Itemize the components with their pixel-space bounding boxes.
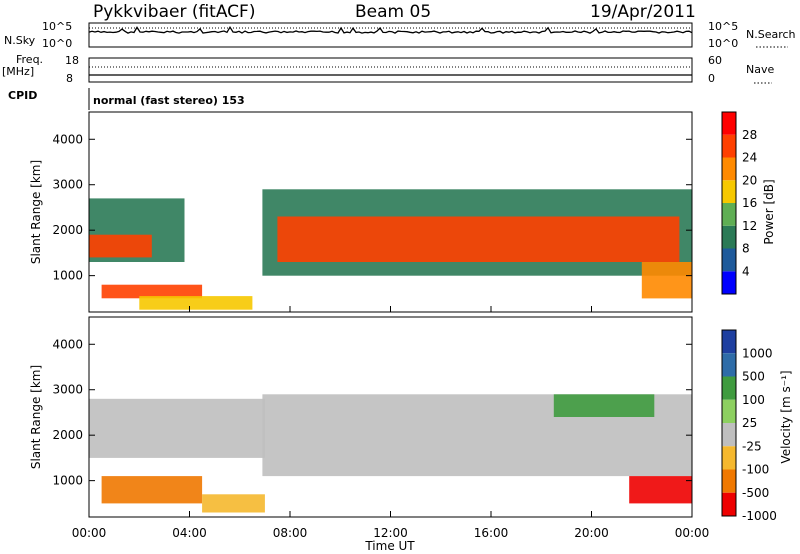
power-cells-band-5 (277, 216, 680, 262)
sky-rtick-bottom: 10^0 (708, 37, 738, 50)
nave-tick-bottom: 0 (708, 72, 715, 85)
power-colorbar-tick: 4 (742, 264, 750, 278)
colorbar-swatch (722, 446, 736, 470)
y-tick-label: 1000 (52, 474, 83, 488)
power-cells-band-1 (89, 234, 152, 258)
velocity-colorbar-tick: 1000 (742, 346, 773, 360)
vel-cells-band-5 (629, 476, 692, 504)
nave-label: Nave (746, 63, 774, 76)
station-title: Pykkvibaer (fitACF) (93, 2, 255, 22)
sky-tick-bottom: 10^0 (42, 37, 72, 50)
x-tick-label: 16:00 (474, 526, 509, 540)
colorbar-swatch (722, 423, 736, 447)
power-y-label: Slant Range [km] (29, 160, 43, 264)
y-tick-label: 3000 (52, 383, 83, 397)
colorbar-frame (721, 111, 737, 295)
colorbar-swatch (722, 134, 736, 158)
power-cells-band-6 (641, 262, 693, 299)
colorbar-swatch (722, 112, 736, 135)
freq-tick-top: 18 (65, 54, 79, 67)
power-cells-band-3 (139, 296, 253, 310)
power-colorbar-tick: 8 (742, 242, 750, 256)
colorbar-swatch (722, 376, 736, 400)
nsky-trace (88, 25, 693, 34)
velocity-colorbar: 1000 500 100 25 -25 -100 -500 -1000 (721, 329, 777, 523)
x-tick-label: 20:00 (574, 526, 609, 540)
colorbar-swatch (722, 399, 736, 423)
velocity-colorbar-tick: 100 (742, 393, 765, 407)
velocity-colorbar-tick: 500 (742, 370, 765, 384)
colorbar-swatch (722, 271, 736, 294)
power-panel: 1000 2000 3000 4000 Slant Range [km] 4 8 12 16… (29, 111, 776, 313)
vel-cells-band-1 (101, 476, 203, 504)
nave-tick-top: 60 (708, 54, 722, 67)
colorbar-swatch (722, 180, 736, 203)
vel-cells-band-2 (202, 494, 265, 513)
colorbar-swatch (722, 353, 736, 377)
power-heatmap (89, 189, 693, 310)
beam-title: Beam 05 (355, 2, 431, 22)
colorbar-swatch (722, 492, 736, 516)
vel-cells-band-4 (553, 394, 655, 417)
freq-panel: Freq. [MHz] 18 8 60 0 Nave (2, 53, 774, 85)
y-tick-label: 2000 (52, 428, 83, 442)
velocity-colorbar-label: Velocity [m s⁻¹] (779, 370, 793, 463)
velocity-heatmap (89, 394, 692, 513)
power-colorbar-tick: 16 (742, 196, 757, 210)
sky-right-label: N.Search (746, 28, 796, 41)
colorbar-swatch (722, 248, 736, 272)
power-colorbar: 4 8 12 16 20 24 28 (721, 111, 757, 295)
x-tick-label: 12:00 (373, 526, 408, 540)
velocity-colorbar-tick: -1000 (742, 509, 777, 523)
power-y-ticks: 1000 2000 3000 4000 (52, 132, 692, 283)
sky-panel: N.Sky 10^5 10^0 10^5 10^0 N.Search (4, 20, 796, 50)
sky-tick-top: 10^5 (42, 20, 72, 33)
sky-left-label: N.Sky (4, 34, 36, 47)
x-tick-label: 00:00 (72, 526, 107, 540)
cpid-text: normal (fast stereo) 153 (93, 94, 245, 107)
sky-rtick-top: 10^5 (708, 20, 738, 33)
velocity-colorbar-tick: -25 (742, 439, 762, 453)
colorbar-swatch (722, 469, 736, 493)
y-tick-label: 4000 (52, 132, 83, 146)
colorbar-swatch (722, 225, 736, 249)
x-tick-label: 00:00 (675, 526, 710, 540)
power-colorbar-label: Power [dB] (762, 179, 776, 244)
power-colorbar-tick: 20 (742, 173, 757, 187)
colorbar-swatch (722, 203, 736, 226)
x-axis-ticks: 00:00 04:00 08:00 12:00 16:00 20:00 00:00 (72, 306, 710, 540)
colorbar-frame (721, 329, 737, 517)
velocity-panel: 1000 2000 3000 4000 Slant Range [km] 1000 50… (29, 316, 793, 523)
y-tick-label: 3000 (52, 178, 83, 192)
power-colorbar-tick: 24 (742, 151, 757, 165)
x-axis-label: Time UT (364, 539, 415, 553)
colorbar-swatch (722, 330, 736, 354)
x-tick-label: 08:00 (273, 526, 308, 540)
date-title: 19/Apr/2011 (590, 2, 696, 22)
vel-cells-band-0 (89, 398, 265, 458)
cpid-label: CPID (8, 89, 37, 102)
y-tick-label: 2000 (52, 223, 83, 237)
velocity-colorbar-tick: 25 (742, 416, 757, 430)
freq-tick-bottom: 8 (66, 72, 73, 85)
velocity-colorbar-tick: -500 (742, 486, 769, 500)
velocity-y-label: Slant Range [km] (29, 365, 43, 469)
freq-left-label: Freq. (16, 53, 43, 66)
velocity-y-ticks: 1000 2000 3000 4000 (52, 337, 692, 488)
y-tick-label: 1000 (52, 269, 83, 283)
velocity-colorbar-tick: -100 (742, 463, 769, 477)
freq-left-unit: [MHz] (2, 65, 34, 78)
power-colorbar-tick: 12 (742, 219, 757, 233)
y-tick-label: 4000 (52, 337, 83, 351)
x-tick-label: 04:00 (172, 526, 207, 540)
power-colorbar-tick: 28 (742, 128, 757, 142)
power-cells-band-2 (101, 284, 203, 299)
colorbar-swatch (722, 157, 736, 181)
